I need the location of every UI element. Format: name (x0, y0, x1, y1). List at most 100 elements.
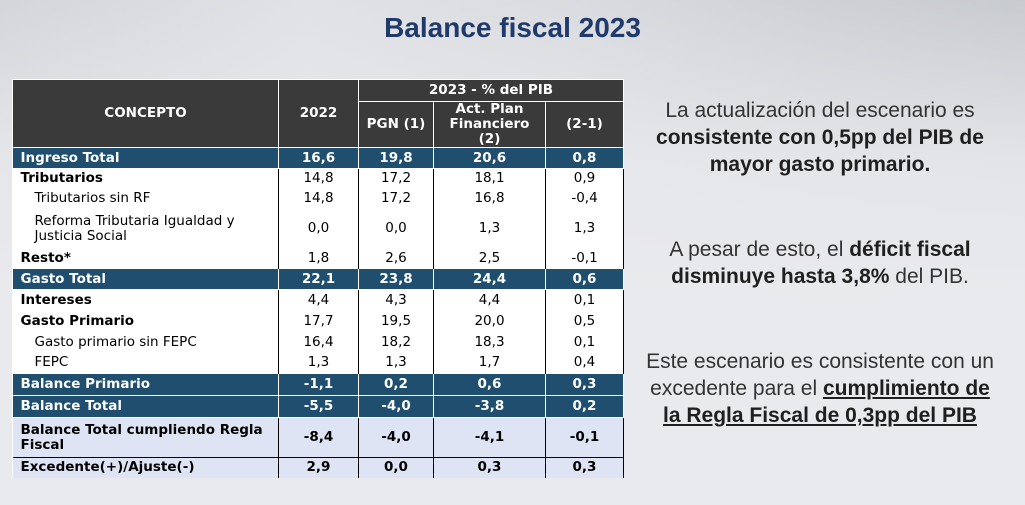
header-act-plan: Act. Plan Financiero (2) (433, 101, 546, 148)
cell-2022: 1,8 (278, 248, 359, 269)
cell-act: 16,8 (433, 188, 546, 209)
table-row-balance-regla-fiscal: Balance Total cumpliendo Regla Fiscal -8… (12, 417, 624, 458)
cell-diff: 1,3 (545, 208, 624, 249)
row-label: Reforma Tributaria Igualdad y Justicia S… (12, 208, 279, 249)
cell-diff: 0,1 (545, 289, 624, 311)
cell-2022: 0,0 (278, 208, 359, 249)
table-row-gasto-primario-sin-fepc: Gasto primario sin FEPC 16,4 18,2 18,3 0… (12, 331, 624, 353)
row-label: Gasto Total (12, 268, 279, 290)
cell-pgn: 1,3 (358, 352, 434, 374)
row-label: Resto* (12, 248, 279, 269)
cell-act: 18,1 (433, 168, 546, 189)
table-row-balance-total: Balance Total -5,5 -4,0 -3,8 0,2 (12, 395, 624, 418)
cell-diff: 0,9 (545, 168, 624, 189)
cell-2022: 14,8 (278, 168, 359, 189)
paragraph-deficit: A pesar de esto, el déficit fiscal dismi… (640, 236, 1000, 290)
paragraph-regla-fiscal: Este escenario es consistente con un exc… (640, 348, 1000, 429)
cell-diff: 0,8 (545, 147, 624, 169)
cell-pgn: 23,8 (358, 268, 434, 290)
table-row-gasto-primario: Gasto Primario 17,7 19,5 20,0 0,5 (12, 310, 624, 332)
cell-act: 0,3 (433, 457, 546, 478)
cell-pgn: 17,2 (358, 168, 434, 189)
cell-2022: 22,1 (278, 268, 359, 290)
cell-2022: 14,8 (278, 188, 359, 209)
cell-2022: 17,7 (278, 310, 359, 332)
cell-2022: 2,9 (278, 457, 359, 478)
cell-act: 4,4 (433, 289, 546, 311)
cell-pgn: 17,2 (358, 188, 434, 209)
row-label: Gasto Primario (12, 310, 279, 332)
cell-2022: 4,4 (278, 289, 359, 311)
cell-2022: -8,4 (278, 417, 359, 458)
cell-pgn: 2,6 (358, 248, 434, 269)
cell-pgn: 19,5 (358, 310, 434, 332)
header-row-1: CONCEPTO 2022 2023 - % del PIB (12, 79, 624, 148)
cell-pgn: 0,0 (358, 208, 434, 249)
cell-2022: 16,6 (278, 147, 359, 169)
cell-act: -3,8 (433, 395, 546, 418)
cell-pgn: 19,8 (358, 147, 434, 169)
table-row-fepc: FEPC 1,3 1,3 1,7 0,4 (12, 352, 624, 374)
cell-act: 0,6 (433, 373, 546, 396)
table-row-tributarios-sin-rf: Tributarios sin RF 14,8 17,2 16,8 -0,4 (12, 188, 624, 209)
p2-text: A pesar de esto, el (669, 238, 850, 261)
cell-2022: 1,3 (278, 352, 359, 374)
p1-bold: consistente con 0,5pp del PIB de mayor g… (656, 126, 984, 176)
cell-2022: -5,5 (278, 395, 359, 418)
cell-diff: -0,1 (545, 248, 624, 269)
cell-diff: -0,4 (545, 188, 624, 209)
header-pgn: PGN (1) (358, 101, 434, 148)
table-row-excedente-ajuste: Excedente(+)/Ajuste(-) 2,9 0,0 0,3 0,3 (12, 457, 624, 478)
cell-act: 18,3 (433, 331, 546, 353)
cell-diff: 0,2 (545, 395, 624, 418)
row-label: FEPC (12, 352, 279, 374)
cell-act: 1,7 (433, 352, 546, 374)
cell-act: 20,6 (433, 147, 546, 169)
table-row-tributarios: Tributarios 14,8 17,2 18,1 0,9 (12, 168, 624, 189)
row-label: Excedente(+)/Ajuste(-) (12, 457, 279, 478)
header-concepto: CONCEPTO (12, 79, 279, 148)
cell-act: -4,1 (433, 417, 546, 458)
header-2023-group: 2023 - % del PIB (358, 79, 624, 102)
cell-diff: 0,3 (545, 457, 624, 478)
cell-diff: 0,5 (545, 310, 624, 332)
cell-pgn: 4,3 (358, 289, 434, 311)
cell-act: 2,5 (433, 248, 546, 269)
p1-text: La actualización del escenario es (665, 99, 975, 122)
p2-text-end: del PIB. (889, 265, 969, 288)
row-label: Gasto primario sin FEPC (12, 331, 279, 353)
table-row-reforma-tributaria: Reforma Tributaria Igualdad y Justicia S… (12, 208, 624, 249)
row-label: Balance Total cumpliendo Regla Fiscal (12, 417, 279, 458)
table-row-intereses: Intereses 4,4 4,3 4,4 0,1 (12, 289, 624, 311)
header-2022: 2022 (278, 79, 359, 148)
page-title: Balance fiscal 2023 (384, 12, 641, 43)
cell-pgn: -4,0 (358, 395, 434, 418)
table-row-resto: Resto* 1,8 2,6 2,5 -0,1 (12, 248, 624, 269)
cell-diff: 0,3 (545, 373, 624, 396)
fiscal-balance-table: CONCEPTO 2022 2023 - % del PIB PGN (1) A… (12, 79, 624, 478)
cell-pgn: 0,2 (358, 373, 434, 396)
cell-pgn: 18,2 (358, 331, 434, 353)
cell-2022: -1,1 (278, 373, 359, 396)
cell-diff: 0,6 (545, 268, 624, 290)
row-label: Tributarios (12, 168, 279, 189)
table-row-ingreso-total: Ingreso Total 16,6 19,8 20,6 0,8 (12, 147, 624, 169)
cell-pgn: -4,0 (358, 417, 434, 458)
row-label: Balance Primario (12, 373, 279, 396)
row-label: Ingreso Total (12, 147, 279, 169)
cell-pgn: 0,0 (358, 457, 434, 478)
p3-underline: cumplimiento de la Regla Fiscal de 0,3pp… (663, 377, 990, 427)
table-row-gasto-total: Gasto Total 22,1 23,8 24,4 0,6 (12, 268, 624, 290)
header-row-2: PGN (1) Act. Plan Financiero (2) (2-1) (13, 101, 624, 148)
cell-act: 24,4 (433, 268, 546, 290)
cell-diff: 0,4 (545, 352, 624, 374)
p2-bold: déficit fiscal disminuye hasta 3,8% (671, 238, 971, 288)
cell-diff: 0,1 (545, 331, 624, 353)
row-label: Tributarios sin RF (12, 188, 279, 209)
header-diff: (2-1) (545, 101, 624, 148)
cell-2022: 16,4 (278, 331, 359, 353)
cell-act: 1,3 (433, 208, 546, 249)
p3-text: Este escenario es consistente con un exc… (646, 350, 994, 400)
row-label: Balance Total (12, 395, 279, 418)
cell-act: 20,0 (433, 310, 546, 332)
